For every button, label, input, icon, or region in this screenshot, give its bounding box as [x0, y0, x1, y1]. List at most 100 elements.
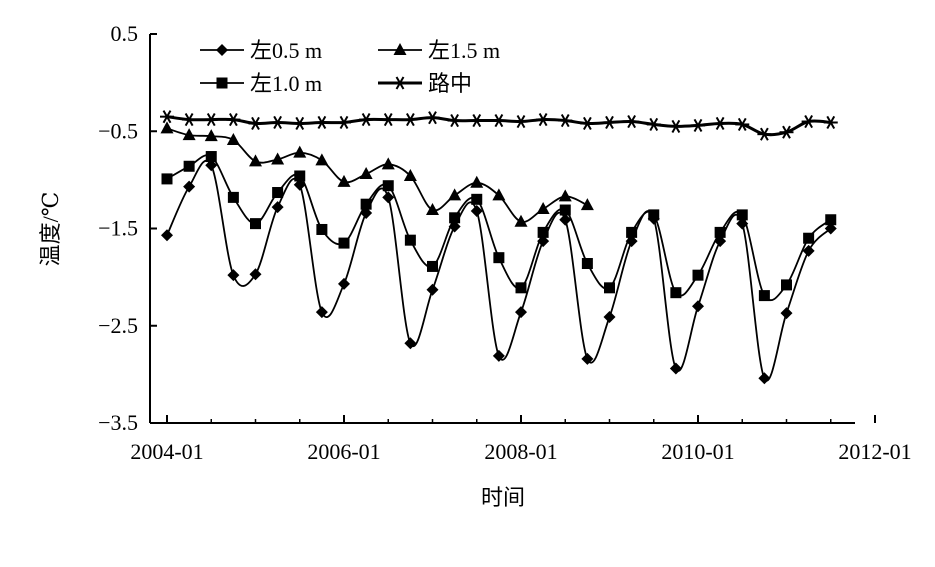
data-point-square	[515, 282, 527, 294]
data-point-square	[670, 287, 682, 299]
data-point-square	[272, 187, 284, 199]
data-point-asterisk	[646, 117, 661, 132]
data-point-asterisk	[624, 114, 639, 129]
data-point-triangle	[337, 174, 351, 187]
data-point-asterisk	[292, 116, 307, 131]
data-point-square	[537, 226, 549, 238]
legend-item: 左0.5 m	[200, 38, 322, 63]
data-point-asterisk	[337, 115, 351, 130]
legend-marker-triangle	[393, 43, 407, 55]
data-point-triangle	[359, 167, 373, 180]
data-point-diamond	[758, 372, 771, 385]
data-point-asterisk	[779, 125, 794, 139]
x-tick-label: 2008-01	[484, 439, 557, 464]
data-point-square	[581, 258, 593, 270]
y-tick-label: −3.5	[98, 410, 138, 435]
data-point-diamond	[470, 204, 483, 217]
data-point-square	[183, 160, 195, 172]
data-point-triangle	[403, 168, 417, 181]
series-layer	[160, 110, 838, 385]
asterisk-stroke	[826, 115, 836, 130]
data-point-square	[758, 290, 770, 302]
asterisk-stroke	[649, 117, 659, 132]
asterisk-stroke	[184, 113, 194, 127]
data-point-square	[338, 237, 350, 249]
data-point-diamond	[249, 268, 262, 281]
y-tick-label: −2.5	[98, 313, 138, 338]
data-point-diamond	[161, 229, 173, 242]
asterisk-stroke	[295, 116, 305, 131]
data-point-asterisk	[359, 113, 374, 127]
asterisk-stroke	[229, 113, 238, 127]
asterisk-stroke	[273, 115, 282, 130]
asterisk-stroke	[804, 114, 813, 129]
asterisk-stroke	[583, 116, 592, 131]
data-point-triangle	[448, 188, 462, 201]
legend-item: 左1.5 m	[378, 38, 500, 63]
data-point-asterisk	[735, 117, 750, 132]
data-point-asterisk	[204, 113, 219, 127]
x-tick-label: 2006-01	[307, 439, 380, 464]
data-point-diamond	[205, 159, 218, 172]
asterisk-stroke	[627, 114, 636, 129]
data-point-diamond	[669, 362, 682, 375]
asterisk-stroke	[782, 125, 791, 139]
data-point-asterisk	[469, 113, 484, 128]
x-axis-title: 时间	[481, 485, 525, 510]
asterisk-stroke	[538, 113, 548, 127]
data-point-triangle	[381, 157, 395, 170]
data-point-square	[692, 269, 704, 281]
data-point-asterisk	[314, 115, 329, 130]
data-point-diamond	[824, 222, 837, 235]
data-point-asterisk	[668, 119, 683, 133]
legend-label: 左0.5 m	[250, 38, 322, 63]
legend-marker-diamond	[216, 44, 228, 56]
asterisk-stroke	[472, 113, 482, 128]
data-point-diamond	[426, 283, 439, 296]
data-point-asterisk	[182, 113, 197, 127]
asterisk-stroke	[251, 116, 260, 131]
y-axis-title: 温度/℃	[38, 192, 63, 267]
asterisk-stroke	[560, 113, 570, 128]
data-point-asterisk	[491, 113, 506, 128]
data-point-square	[604, 282, 615, 294]
x-tick-label: 2010-01	[661, 439, 734, 464]
data-point-triangle	[293, 145, 307, 158]
data-point-asterisk	[602, 115, 617, 130]
data-point-triangle	[226, 133, 240, 146]
data-point-asterisk	[447, 113, 462, 128]
data-point-square	[404, 234, 416, 246]
asterisk-stroke	[428, 111, 437, 125]
asterisk-stroke	[494, 113, 504, 128]
data-point-asterisk	[823, 115, 838, 130]
data-point-diamond	[515, 306, 527, 319]
axes: 0.5 −0.5 −1.5 −2.5 −3.5 2004-01 2006-01 2008-01…	[98, 21, 912, 464]
series-square	[161, 151, 837, 302]
data-point-asterisk	[425, 111, 440, 125]
data-point-diamond	[315, 306, 328, 319]
data-point-diamond	[183, 180, 196, 193]
data-point-triangle	[249, 154, 262, 167]
data-point-diamond	[338, 277, 350, 290]
data-point-triangle	[580, 198, 594, 211]
data-point-diamond	[492, 349, 505, 362]
data-point-square	[205, 151, 217, 163]
legend-item: 左1.0 m	[200, 71, 322, 96]
data-point-square	[714, 226, 726, 238]
legend: 左0.5 m 左1.0 m 左1.5 m 路中	[200, 38, 500, 96]
asterisk-stroke	[516, 114, 526, 129]
legend-marker-square	[216, 77, 228, 89]
data-point-square	[781, 279, 792, 291]
data-point-square	[161, 173, 173, 185]
data-point-square	[736, 209, 748, 221]
data-point-square	[360, 198, 372, 210]
data-point-square	[626, 226, 638, 238]
data-point-asterisk	[691, 118, 705, 132]
asterisk-stroke	[395, 76, 405, 90]
y-tick-label: −0.5	[98, 118, 138, 143]
data-point-diamond	[559, 213, 572, 226]
series-asterisk	[160, 110, 838, 141]
legend-label: 左1.5 m	[428, 38, 500, 63]
